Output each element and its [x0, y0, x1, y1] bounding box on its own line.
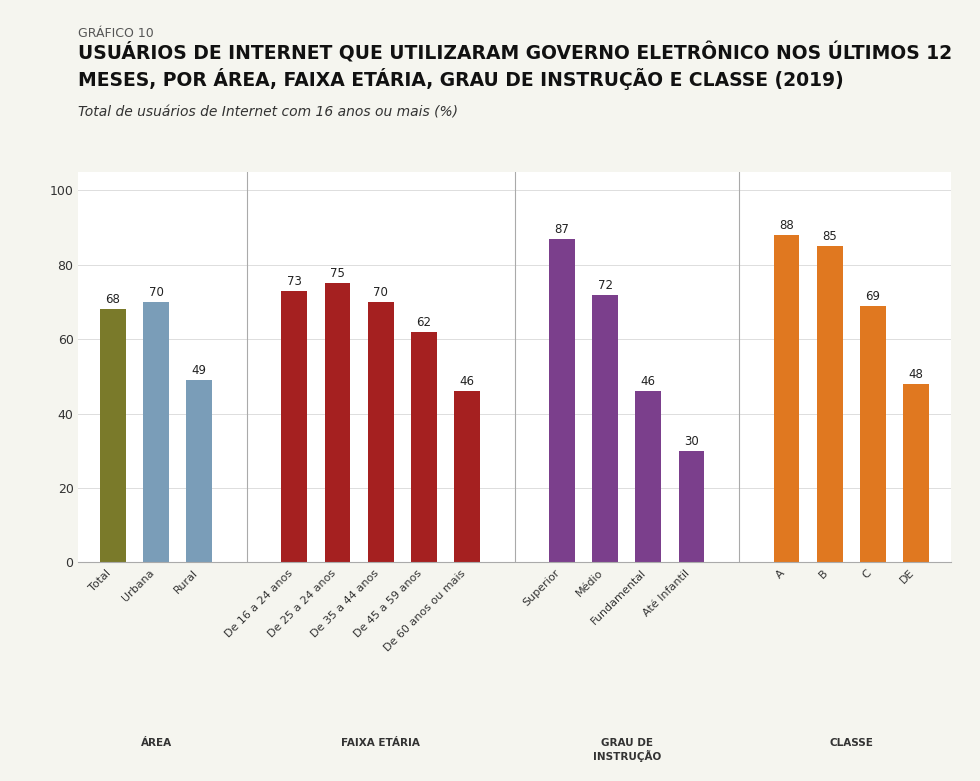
Text: USUÁRIOS DE INTERNET QUE UTILIZARAM GOVERNO ELETRÔNICO NOS ÚLTIMOS 12
MESES, POR: USUÁRIOS DE INTERNET QUE UTILIZARAM GOVE… [78, 43, 953, 91]
Text: 46: 46 [460, 375, 474, 388]
Text: ÁREA: ÁREA [140, 738, 172, 748]
Text: CLASSE: CLASSE [829, 738, 873, 748]
Bar [635, 391, 662, 562]
Bar [368, 302, 394, 562]
Bar [859, 305, 886, 562]
Text: 87: 87 [555, 223, 569, 236]
Text: 70: 70 [373, 286, 388, 299]
Text: 73: 73 [287, 275, 302, 288]
Text: 75: 75 [330, 267, 345, 280]
Bar [143, 302, 170, 562]
Text: 69: 69 [865, 290, 880, 303]
Text: 49: 49 [192, 364, 207, 377]
Bar [816, 246, 843, 562]
Text: 70: 70 [149, 286, 164, 299]
Text: GRÁFICO 10: GRÁFICO 10 [78, 27, 154, 41]
Text: Total de usuários de Internet com 16 anos ou mais (%): Total de usuários de Internet com 16 ano… [78, 105, 459, 119]
Text: GRAU DE
INSTRUÇÃO: GRAU DE INSTRUÇÃO [593, 738, 661, 762]
Bar [186, 380, 213, 562]
Bar [549, 239, 575, 562]
Text: 48: 48 [908, 368, 923, 381]
Bar [678, 451, 705, 562]
Text: 30: 30 [684, 435, 699, 448]
Bar [100, 309, 125, 562]
Text: FAIXA ETÁRIA: FAIXA ETÁRIA [341, 738, 420, 748]
Bar [324, 284, 351, 562]
Text: 85: 85 [822, 230, 837, 243]
Text: 88: 88 [779, 219, 794, 232]
Text: 46: 46 [641, 375, 656, 388]
Bar [281, 291, 308, 562]
Bar [592, 294, 618, 562]
Bar [773, 235, 800, 562]
Text: 68: 68 [106, 294, 121, 306]
Bar [904, 383, 929, 562]
Text: 62: 62 [416, 316, 431, 329]
Bar [411, 332, 437, 562]
Text: 72: 72 [598, 279, 612, 291]
Bar [454, 391, 480, 562]
